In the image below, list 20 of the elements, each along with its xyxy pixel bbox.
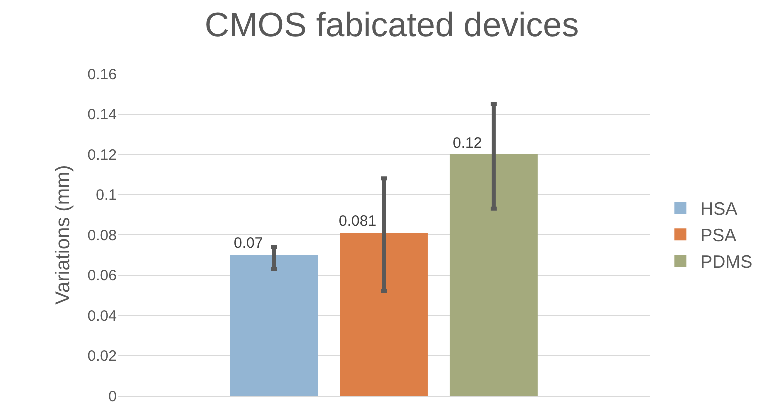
data-label: 0.081 <box>339 213 377 230</box>
y-tick-label: 0.12 <box>88 146 117 164</box>
y-tick-label: 0.16 <box>88 66 117 84</box>
data-label: 0.12 <box>453 135 482 152</box>
y-tick-label: 0.1 <box>96 187 117 204</box>
legend-label: PDMS <box>700 252 753 272</box>
y-tick-label: 0 <box>108 388 117 406</box>
chart-title: CMOS fabicated devices <box>204 6 580 44</box>
y-tick-label: 0.04 <box>88 308 117 325</box>
y-tick-label: 0.02 <box>88 348 117 365</box>
bar <box>340 232 428 396</box>
y-axis-title: Variations (mm) <box>52 165 74 305</box>
bar <box>450 154 538 396</box>
y-tick-label: 0.14 <box>88 106 117 124</box>
bar <box>230 255 318 396</box>
y-tick-label: 0.06 <box>88 268 117 284</box>
y-tick-label: 0.08 <box>88 227 117 244</box>
legend-label: PSA <box>700 226 737 246</box>
data-label: 0.07 <box>234 235 264 252</box>
legend-label: HSA <box>700 199 738 220</box>
